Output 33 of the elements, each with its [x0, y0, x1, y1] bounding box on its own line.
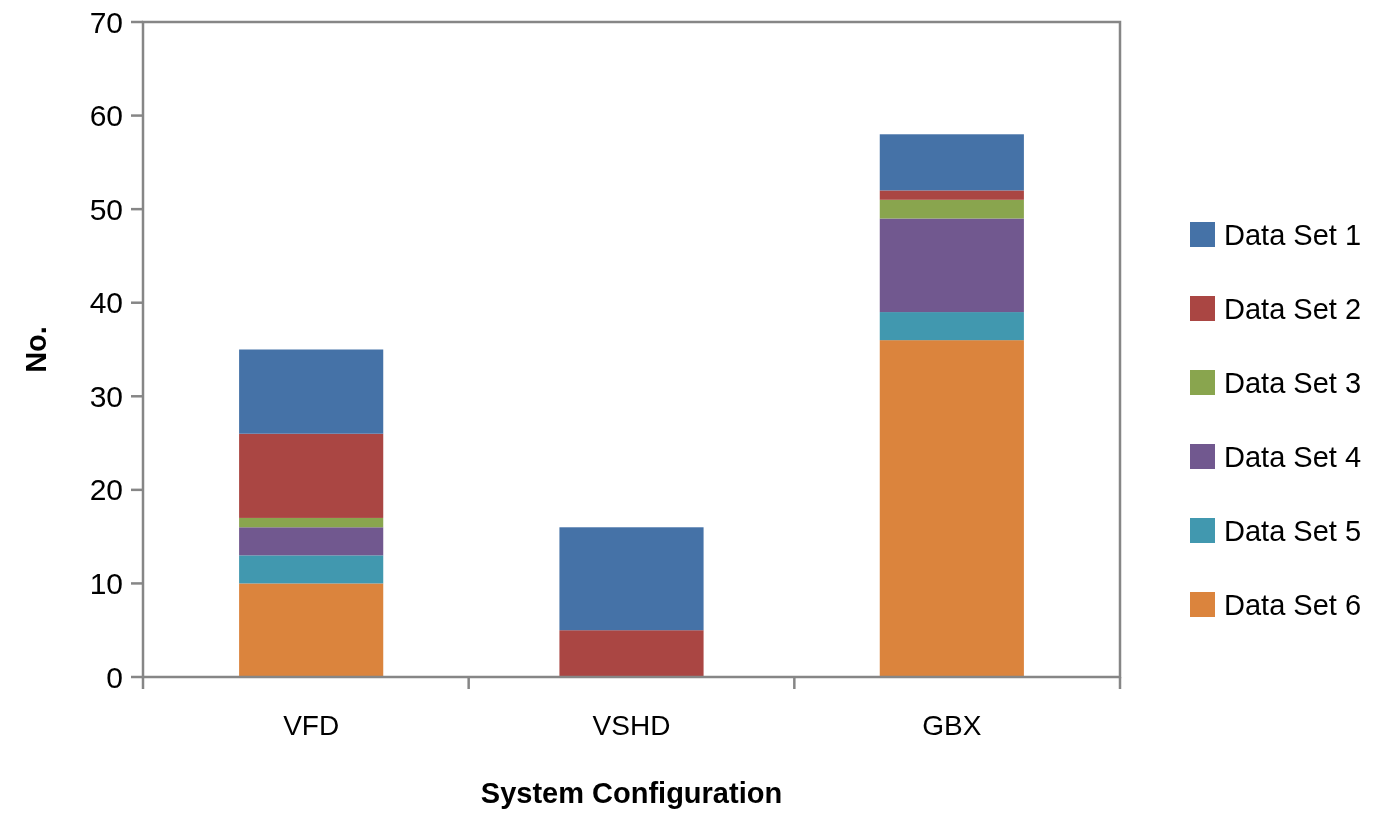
y-tick-label: 50 — [89, 192, 123, 226]
bar — [239, 433, 384, 518]
bar — [559, 527, 704, 631]
bar — [879, 190, 1024, 200]
bar — [559, 630, 704, 677]
bar — [879, 218, 1024, 313]
bar — [879, 134, 1024, 191]
y-tick-label: 70 — [89, 5, 123, 39]
x-axis-title: System Configuration — [480, 777, 783, 809]
bar — [879, 199, 1024, 219]
y-tick-label: 40 — [89, 286, 123, 320]
y-tick-label: 10 — [89, 566, 123, 600]
bar — [879, 340, 1024, 677]
legend-label: Data Set 1 — [1224, 219, 1362, 252]
bar — [239, 517, 384, 528]
legend-label: Data Set 6 — [1224, 589, 1362, 622]
legend-label: Data Set 5 — [1224, 515, 1362, 548]
bar — [879, 312, 1024, 341]
x-tick-label: GBX — [922, 710, 982, 741]
x-tick-label: VSHD — [592, 710, 671, 741]
y-tick-label: 30 — [89, 379, 123, 413]
bar — [239, 555, 384, 584]
y-tick-label: 0 — [106, 660, 123, 694]
x-tick-label: VFD — [283, 710, 340, 741]
legend-label: Data Set 2 — [1224, 293, 1362, 326]
y-axis-title: No. — [20, 326, 52, 373]
legend-label: Data Set 3 — [1224, 367, 1362, 400]
bar — [239, 349, 384, 434]
y-tick-label: 20 — [89, 473, 123, 507]
bar — [239, 583, 384, 677]
bar — [239, 527, 384, 556]
legend-label: Data Set 4 — [1224, 441, 1362, 474]
y-tick-label: 60 — [89, 99, 123, 133]
